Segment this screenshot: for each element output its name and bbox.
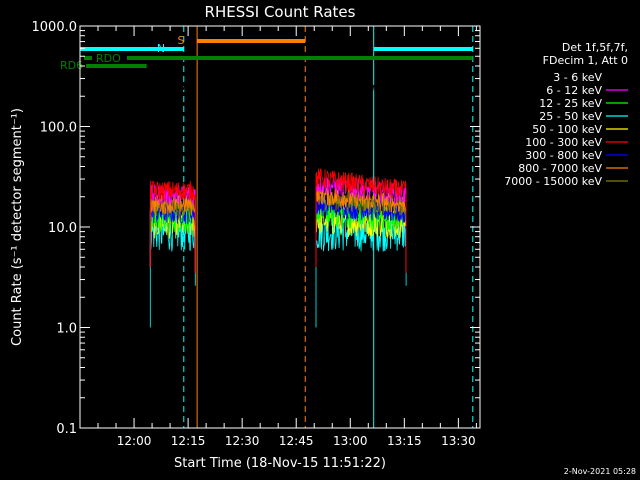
series-layer <box>149 81 407 328</box>
series-line-1-segment-2 <box>315 81 407 202</box>
x-tick-label-6: 13:15 <box>387 434 422 448</box>
x-tick-label-2: 12:15 <box>171 434 206 448</box>
y-tick-label-3: 10.0 <box>48 221 77 236</box>
series-line-6-segment-2 <box>315 168 407 273</box>
legend-label-8: 800 - 7000 keV <box>518 162 602 175</box>
legend-header-line-1: Det 1f,5f,7f, <box>562 41 628 54</box>
x-tick-label-4: 12:45 <box>279 434 314 448</box>
axes: 12:00 12:15 12:30 12:45 13:00 13:15 13:30 0.1 1.… <box>32 20 480 448</box>
series-line-2-segment-1 <box>149 184 196 273</box>
annotation-bars: NS RDO RD6 <box>60 34 473 72</box>
y-tick-label-2: 1.0 <box>56 322 77 337</box>
y-axis-label: Count Rate (s⁻¹ detector segment⁻¹) <box>10 108 25 346</box>
legend-label-5: 50 - 100 keV <box>532 123 602 136</box>
legend-label-2: 6 - 12 keV <box>546 84 602 97</box>
annotation-label-rdo: RDO <box>96 52 121 65</box>
series-line-2-segment-2 <box>315 176 407 273</box>
series-line-7-segment-1 <box>149 200 196 273</box>
series-line-1-segment-1 <box>149 83 196 202</box>
x-axis-label: Start Time (18-Nov-15 11:51:22) <box>174 456 386 471</box>
x-tick-label-7: 13:30 <box>441 434 476 448</box>
y-tick-label-4: 100.0 <box>40 121 77 136</box>
legend-label-7: 300 - 800 keV <box>525 149 602 162</box>
legend-label-4: 25 - 50 keV <box>539 110 602 123</box>
chart-title: RHESSI Count Rates <box>205 3 356 21</box>
legend-label-3: 12 - 25 keV <box>539 97 602 110</box>
footer-timestamp: 2-Nov-2021 05:28 <box>564 467 636 476</box>
x-tick-label-3: 12:30 <box>225 434 260 448</box>
legend-label-6: 100 - 300 keV <box>525 136 602 149</box>
legend: Det 1f,5f,7f, FDecim 1, Att 0 3 - 6 keV6… <box>504 41 628 188</box>
x-tick-label-5: 13:00 <box>333 434 368 448</box>
legend-header-line-2: FDecim 1, Att 0 <box>543 54 628 67</box>
series-line-3-segment-1 <box>149 205 196 273</box>
annotation-label-s: S <box>178 34 185 47</box>
legend-label-1: 3 - 6 keV <box>553 71 602 84</box>
y-tick-label-5: 1000.0 <box>32 20 78 35</box>
x-tick-label-1: 12:00 <box>117 434 152 448</box>
series-line-6-segment-1 <box>149 180 196 273</box>
annotation-label-n: N <box>157 42 165 55</box>
y-tick-label-1: 0.1 <box>56 422 77 437</box>
legend-label-9: 7000 - 15000 keV <box>504 175 602 188</box>
annotation-label-rd6: RD6 <box>60 59 83 72</box>
